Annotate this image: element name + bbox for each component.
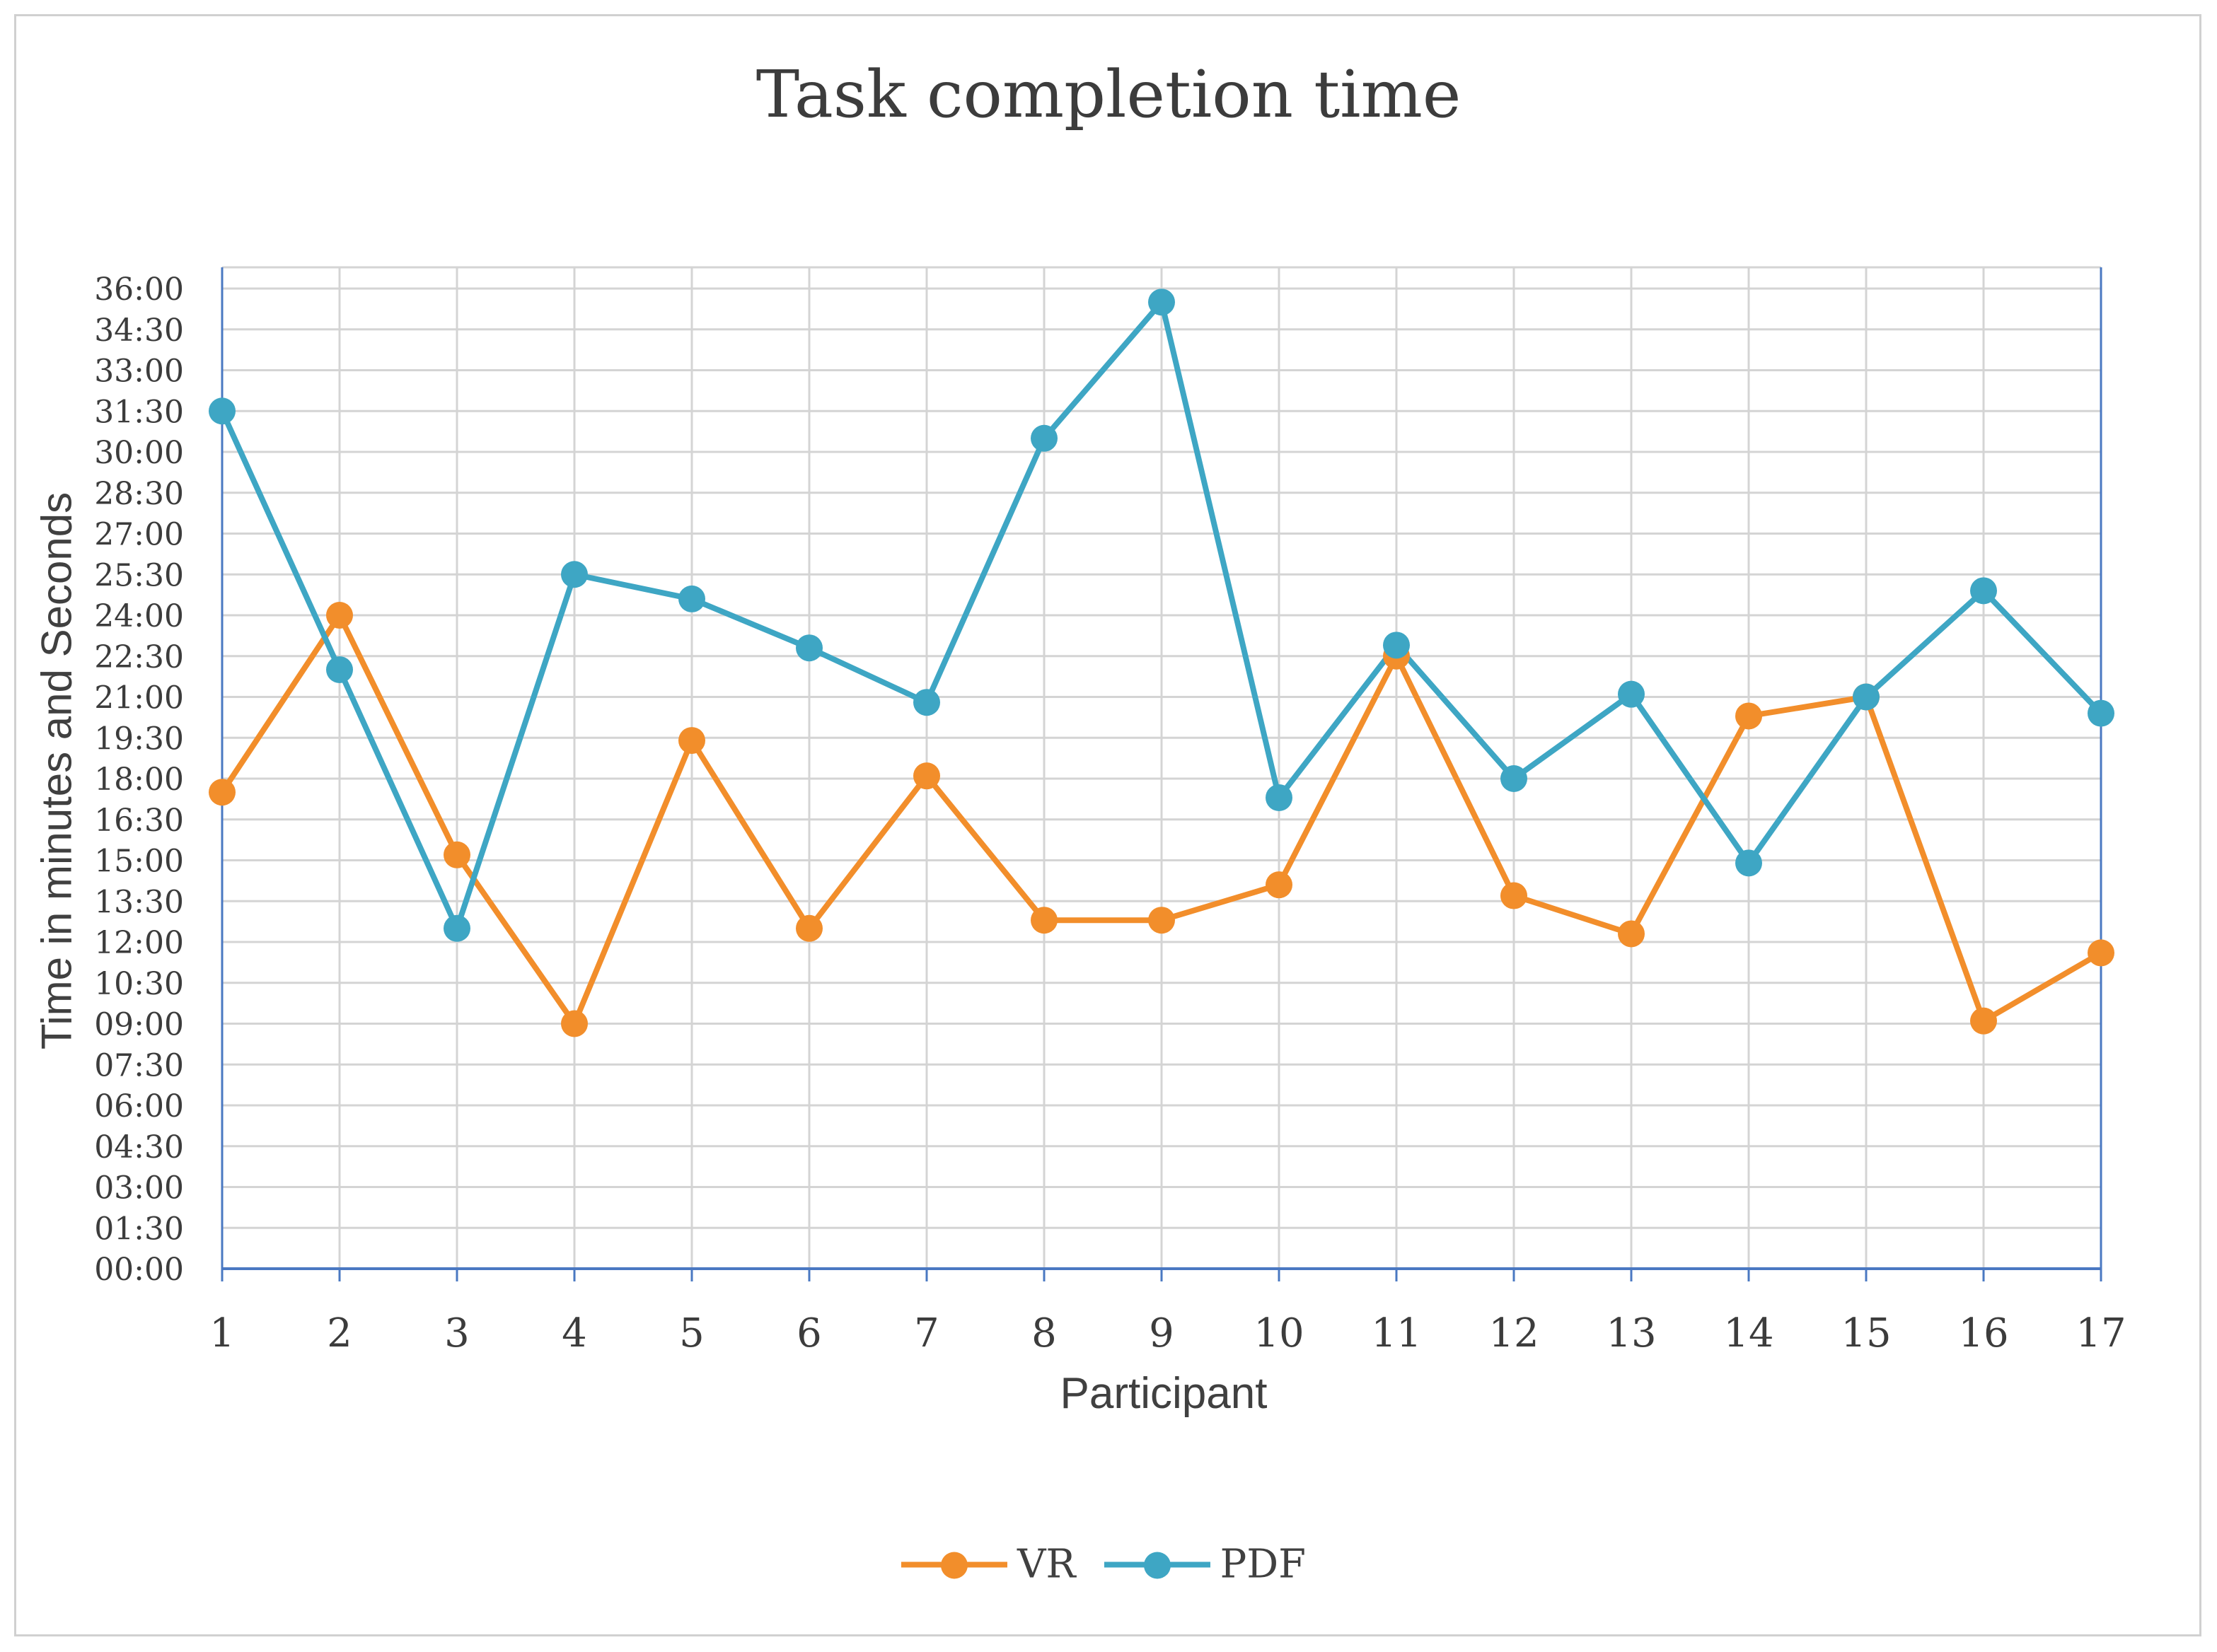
y-tick-label: 34:30 xyxy=(94,313,184,349)
chart-frame xyxy=(14,14,2201,1636)
y-axis-label: Time in minutes and Seconds xyxy=(33,491,81,1050)
y-tick-label: 09:00 xyxy=(94,1007,184,1043)
data-point-pdf xyxy=(678,585,705,612)
y-tick-label: 31:30 xyxy=(94,394,184,430)
legend-label-vr: VR xyxy=(1017,1541,1076,1588)
y-tick-label: 36:00 xyxy=(94,272,184,308)
x-tick-label: 5 xyxy=(679,1310,705,1356)
x-tick-label: 8 xyxy=(1031,1310,1057,1356)
y-tick-label: 13:30 xyxy=(94,884,184,920)
x-tick-label: 14 xyxy=(1723,1310,1773,1356)
legend-item-pdf: PDF xyxy=(1104,1542,1306,1588)
x-tick-label: 3 xyxy=(444,1310,470,1356)
data-point-vr xyxy=(1031,907,1058,934)
data-point-pdf xyxy=(1853,683,1880,711)
x-tick-label: 11 xyxy=(1371,1310,1421,1356)
x-tick-label: 7 xyxy=(914,1310,939,1356)
data-point-vr xyxy=(913,762,940,790)
y-tick-label: 21:00 xyxy=(94,680,184,716)
x-tick-label: 6 xyxy=(797,1310,822,1356)
data-point-vr xyxy=(444,841,470,868)
y-tick-label: 16:30 xyxy=(94,803,184,839)
data-point-pdf xyxy=(1148,289,1175,316)
y-tick-label: 27:00 xyxy=(94,517,184,553)
data-point-pdf xyxy=(796,634,823,662)
data-point-vr xyxy=(326,602,353,629)
x-tick-label: 15 xyxy=(1841,1310,1891,1356)
data-point-vr xyxy=(1618,920,1645,948)
legend-label-pdf: PDF xyxy=(1220,1541,1307,1588)
x-tick-label: 16 xyxy=(1958,1310,2008,1356)
data-point-pdf xyxy=(1970,577,1997,605)
y-tick-label: 19:30 xyxy=(94,721,184,757)
y-tick-label: 07:30 xyxy=(94,1047,184,1083)
series-layer xyxy=(209,289,2114,1037)
chart-title: Task completion time xyxy=(756,57,1461,132)
y-tick-label: 01:30 xyxy=(94,1211,184,1247)
data-point-vr xyxy=(796,914,823,942)
x-tick-labels: 1 2 3 4 5 6 7 8 9 10 11 12 13 14 15 16 17 xyxy=(209,1310,2126,1356)
legend-item-vr: VR xyxy=(901,1542,1076,1588)
legend-swatch-pdf xyxy=(1104,1550,1210,1578)
y-tick-label: 00:00 xyxy=(94,1252,184,1288)
y-tick-label: 30:00 xyxy=(94,435,184,471)
y-tick-label: 04:30 xyxy=(94,1129,184,1165)
x-axis-label: Participant xyxy=(1060,1369,1268,1418)
y-tick-label: 25:30 xyxy=(94,557,184,593)
data-point-pdf xyxy=(1618,680,1645,708)
x-tick-label: 2 xyxy=(327,1310,352,1356)
y-tick-label: 10:30 xyxy=(94,966,184,1002)
y-tick-label: 15:00 xyxy=(94,844,184,880)
y-tick-label: 28:30 xyxy=(94,476,184,512)
data-point-pdf xyxy=(2088,699,2114,727)
x-tick-label: 12 xyxy=(1488,1310,1539,1356)
data-point-vr xyxy=(1148,907,1175,934)
data-point-pdf xyxy=(1500,765,1527,792)
data-point-pdf xyxy=(1383,632,1410,659)
x-tick-label: 10 xyxy=(1254,1310,1304,1356)
grid-lines xyxy=(221,266,2102,1270)
data-point-vr xyxy=(678,727,705,755)
x-tick-label: 4 xyxy=(562,1310,587,1356)
data-point-pdf xyxy=(1031,424,1058,452)
y-tick-label: 33:00 xyxy=(94,354,184,390)
x-tick-label: 17 xyxy=(2076,1310,2126,1356)
legend-dot-vr xyxy=(940,1552,968,1578)
legend-swatch-vr xyxy=(901,1550,1007,1578)
axes xyxy=(221,267,2102,1281)
data-point-pdf xyxy=(561,561,588,588)
data-point-vr xyxy=(1266,871,1292,899)
data-point-vr xyxy=(1735,702,1762,730)
data-point-vr xyxy=(209,779,236,806)
data-point-vr xyxy=(2088,939,2114,967)
x-tick-label: 9 xyxy=(1149,1310,1174,1356)
data-point-pdf xyxy=(913,689,940,716)
data-point-vr xyxy=(561,1010,588,1037)
x-tick-label: 13 xyxy=(1606,1310,1656,1356)
legend-dot-pdf xyxy=(1143,1552,1171,1578)
data-point-vr xyxy=(1970,1007,1997,1035)
data-point-pdf xyxy=(209,397,236,425)
y-tick-label: 22:30 xyxy=(94,639,184,675)
data-point-pdf xyxy=(1266,784,1292,811)
y-tick-label: 18:00 xyxy=(94,762,184,798)
data-point-pdf xyxy=(326,656,353,683)
y-tick-label: 03:00 xyxy=(94,1170,184,1206)
data-point-vr xyxy=(1500,882,1527,909)
y-tick-label: 12:00 xyxy=(94,925,184,961)
y-tick-label: 24:00 xyxy=(94,598,184,634)
y-tick-labels: 00:00 01:30 03:00 04:30 06:00 07:30 09:00 10:30… xyxy=(94,272,184,1288)
legend: VR PDF xyxy=(901,1542,1306,1588)
x-tick-label: 1 xyxy=(209,1310,235,1356)
data-point-pdf xyxy=(444,914,470,942)
data-point-pdf xyxy=(1735,849,1762,877)
y-tick-label: 06:00 xyxy=(94,1088,184,1124)
